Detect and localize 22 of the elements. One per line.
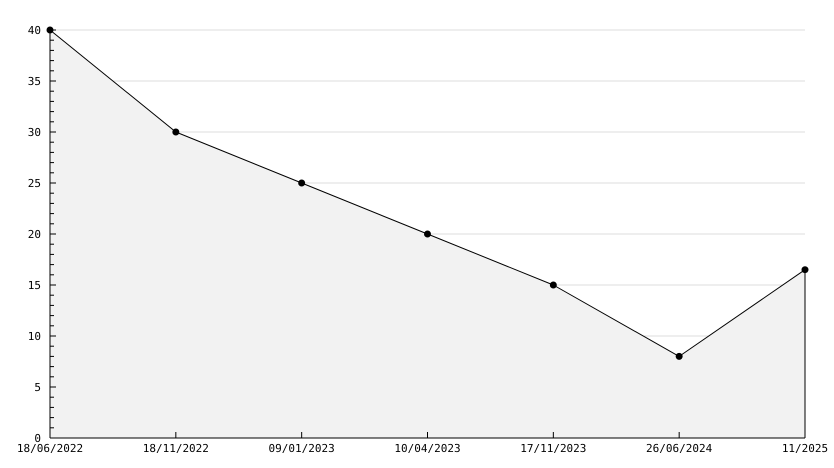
x-tick-label: 11/2025 — [782, 442, 828, 455]
y-tick-label: 20 — [28, 228, 41, 241]
y-tick-label: 15 — [28, 278, 41, 292]
y-tick-label: 10 — [28, 330, 41, 343]
x-tick-label: 18/11/2022 — [142, 442, 209, 455]
x-tick-label: 26/06/2024 — [646, 442, 713, 455]
y-tick-label: 25 — [28, 176, 41, 190]
point — [172, 128, 180, 136]
point — [424, 230, 431, 238]
y-tick-label: 35 — [28, 74, 41, 88]
point — [676, 352, 683, 360]
x-tick-label: 18/06/2022 — [16, 442, 84, 455]
point — [298, 180, 306, 186]
y-tick-label: 0 — [34, 432, 41, 445]
y-tick-label: 40 — [28, 24, 41, 37]
point — [550, 282, 557, 288]
point — [802, 266, 808, 274]
x-tick-label: 10/04/2023 — [394, 442, 461, 455]
x-tick-label: 17/11/2023 — [520, 442, 586, 455]
y-tick-label: 30 — [28, 126, 41, 139]
x-tick-label: 09/01/2023 — [268, 442, 335, 455]
y-tick-label: 5 — [34, 380, 41, 394]
